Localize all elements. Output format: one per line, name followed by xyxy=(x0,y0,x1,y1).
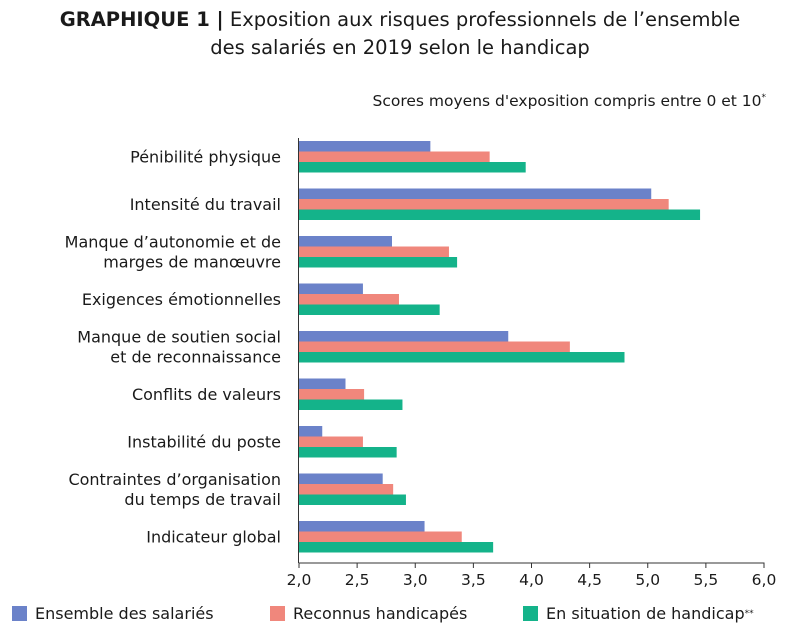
bar-2-2 xyxy=(299,199,669,210)
bar-1-8 xyxy=(299,473,383,484)
legend-item-3: En situation de handicap ** xyxy=(523,604,754,623)
bar-1-1 xyxy=(299,141,431,152)
category-label-3-line2: marges de manœuvre xyxy=(103,252,281,271)
category-label-8-line1: Contraintes d’organisation xyxy=(68,470,281,489)
x-tick-label-6: 4,5 xyxy=(577,571,602,589)
bar-2-8 xyxy=(299,484,394,495)
legend-label-1: Ensemble des salariés xyxy=(35,604,214,623)
bar-3-4 xyxy=(299,304,440,315)
bar-3-9 xyxy=(299,542,494,553)
bar-2-9 xyxy=(299,531,462,542)
legend-mark-3: ** xyxy=(744,608,754,619)
category-label-4: Exigences émotionnelles xyxy=(82,290,281,309)
category-label-9: Indicateur global xyxy=(146,527,281,546)
bar-3-8 xyxy=(299,494,406,505)
bar-2-7 xyxy=(299,436,363,447)
chart-title-label: GRAPHIQUE 1 | xyxy=(59,8,224,31)
bar-1-5 xyxy=(299,331,509,342)
category-label-1: Pénibilité physique xyxy=(130,147,281,166)
bar-2-6 xyxy=(299,389,365,400)
bar-3-6 xyxy=(299,399,403,410)
bar-3-3 xyxy=(299,257,458,268)
legend-swatch-2 xyxy=(270,606,285,621)
x-tick-label-5: 4,0 xyxy=(519,571,544,589)
bar-2-3 xyxy=(299,246,449,257)
x-tick-label-2: 2,5 xyxy=(345,571,370,589)
bar-3-1 xyxy=(299,162,526,173)
bar-3-5 xyxy=(299,352,625,363)
legend-swatch-1 xyxy=(12,606,27,621)
chart-title: GRAPHIQUE 1 | Exposition aux risques pro… xyxy=(0,6,800,62)
x-tick-label-9: 6,0 xyxy=(752,571,777,589)
legend-swatch-3 xyxy=(523,606,538,621)
bar-2-4 xyxy=(299,294,399,305)
category-label-3-line1: Manque d’autonomie et de xyxy=(65,232,281,251)
bar-1-9 xyxy=(299,521,425,532)
category-label-8-line2: du temps de travail xyxy=(124,490,281,509)
chart-subtitle-mark: * xyxy=(761,92,767,103)
legend-label-2: Reconnus handicapés xyxy=(293,604,468,623)
bar-1-7 xyxy=(299,426,323,437)
chart-subtitle: Scores moyens d'exposition compris entre… xyxy=(373,92,767,110)
x-tick-label-3: 3,0 xyxy=(403,571,428,589)
x-tick-label-7: 5,0 xyxy=(635,571,660,589)
category-label-6: Conflits de valeurs xyxy=(132,385,281,404)
chart-legend: Ensemble des salariés Reconnus handicapés… xyxy=(0,604,800,630)
legend-label-3: En situation de handicap xyxy=(546,604,745,623)
chart-title-line2: des salariés en 2019 selon le handicap xyxy=(210,36,590,59)
category-label-2: Intensité du travail xyxy=(130,195,281,214)
x-tick-label-1: 2,0 xyxy=(287,571,312,589)
x-tick-label-8: 5,5 xyxy=(694,571,719,589)
chart-subtitle-text: Scores moyens d'exposition compris entre… xyxy=(372,92,762,110)
category-label-5-line1: Manque de soutien social xyxy=(77,327,281,346)
legend-item-2: Reconnus handicapés xyxy=(270,604,467,623)
category-label-5-line2: et de reconnaissance xyxy=(110,347,281,366)
bar-1-2 xyxy=(299,188,652,199)
bar-1-4 xyxy=(299,283,363,294)
category-label-7: Instabilité du poste xyxy=(127,432,281,451)
bar-1-3 xyxy=(299,236,392,247)
bar-3-2 xyxy=(299,209,701,220)
bar-3-7 xyxy=(299,447,397,458)
chart-title-line1: Exposition aux risques professionnels de… xyxy=(223,8,741,31)
x-tick-label-4: 3,5 xyxy=(461,571,486,589)
bar-chart: Pénibilité physique Intensité du travail M… xyxy=(65,138,777,589)
bar-1-6 xyxy=(299,378,346,389)
legend-item-1: Ensemble des salariés xyxy=(12,604,214,623)
bar-2-1 xyxy=(299,151,490,162)
bar-2-5 xyxy=(299,341,570,352)
